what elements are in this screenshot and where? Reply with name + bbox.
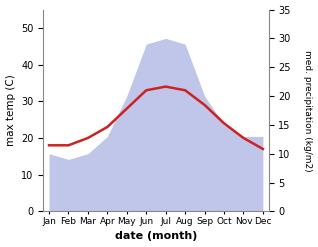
Y-axis label: max temp (C): max temp (C) (5, 75, 16, 146)
X-axis label: date (month): date (month) (115, 231, 197, 242)
Y-axis label: med. precipitation (kg/m2): med. precipitation (kg/m2) (303, 50, 313, 171)
